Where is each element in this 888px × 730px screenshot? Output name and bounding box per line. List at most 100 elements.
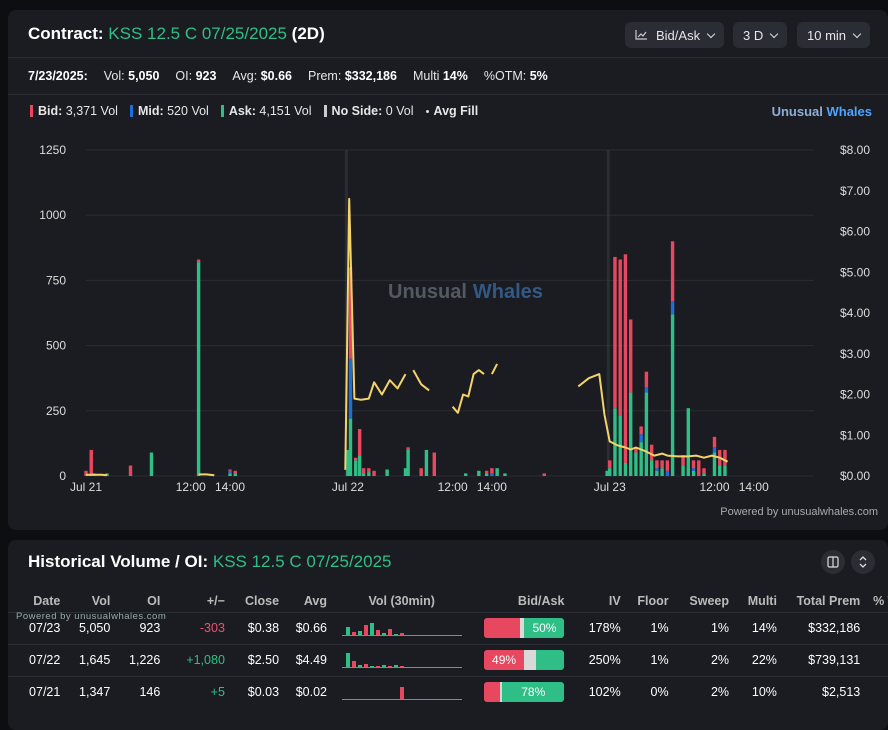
table-cell: -303 — [166, 612, 231, 644]
spark-bar — [346, 653, 350, 667]
stat-oi: OI: 923 — [175, 69, 216, 83]
avg-fill-line — [492, 364, 497, 374]
contract-name[interactable]: KSS 12.5 C 07/25/2025 — [108, 24, 287, 43]
bar-ask — [687, 408, 690, 476]
right-tick-label: $5.00 — [840, 265, 870, 279]
bar-bid — [613, 257, 616, 408]
table-cell: $0.02 — [285, 676, 333, 708]
table-cell: 2% — [675, 676, 735, 708]
bar-mid — [639, 434, 642, 442]
powered-by[interactable]: Powered by unusualwhales.com — [720, 506, 878, 518]
column-header[interactable]: Sweep — [675, 590, 735, 612]
table-cell: 1% — [627, 612, 675, 644]
legend-mid[interactable]: Mid: 520 Vol — [130, 104, 209, 118]
powered-by-table[interactable]: Powered by unusualwhales.com — [16, 611, 166, 622]
right-tick-label: $1.00 — [840, 428, 870, 442]
x-tick-label: 14:00 — [477, 480, 507, 494]
table-cell: +5 — [166, 676, 231, 708]
bar-bid — [692, 460, 695, 468]
stats-date: 7/23/2025: — [28, 69, 88, 83]
stat-prem: Prem: $332,186 — [308, 69, 397, 83]
column-header[interactable]: % To — [866, 590, 888, 612]
bar-mid — [671, 301, 674, 314]
bar-bid — [645, 372, 648, 388]
bar-bid — [354, 458, 357, 461]
bar-bid — [624, 254, 627, 463]
column-header[interactable]: Total Prem — [783, 590, 866, 612]
spark-bar — [370, 623, 374, 635]
bar-ask — [671, 314, 674, 476]
table-cell: 1 — [866, 676, 888, 708]
x-tick-label: Jul 22 — [332, 480, 364, 494]
legend-avgfill[interactable]: Avg Fill — [426, 104, 479, 118]
table-cell: +1,080 — [166, 644, 231, 676]
table-cell: $739,131 — [783, 644, 866, 676]
right-tick-label: $6.00 — [840, 225, 870, 239]
bar-ask — [406, 450, 409, 476]
legend-ask[interactable]: Ask: 4,151 Vol — [221, 104, 312, 118]
table-cell: $2,513 — [783, 676, 866, 708]
divider — [8, 57, 888, 58]
bar-ask — [702, 473, 705, 476]
bar-bid — [543, 473, 546, 476]
expand-icon[interactable] — [851, 550, 875, 574]
spark-bar — [370, 666, 374, 667]
history-card: Historical Volume / OI: KSS 12.5 C 07/25… — [8, 540, 888, 730]
bar-bid — [419, 468, 422, 476]
bar-bid — [650, 445, 653, 461]
bid-ask-bar: 49% — [470, 644, 570, 676]
bar-ask — [639, 442, 642, 476]
table-cell: 1,226 — [116, 644, 166, 676]
bar-bid — [197, 260, 200, 263]
column-header[interactable]: IV — [570, 590, 626, 612]
legend-bid[interactable]: Bid: 3,371 Vol — [30, 104, 118, 118]
avg-fill-line — [453, 370, 484, 413]
column-header[interactable]: Floor — [627, 590, 675, 612]
bar-ask — [645, 393, 648, 476]
bid-ask-ask — [536, 650, 565, 670]
vol-sparkline — [333, 644, 471, 676]
legend-noside[interactable]: No Side: 0 Vol — [324, 104, 414, 118]
chart-legend: Bid: 3,371 Vol Mid: 520 Vol Ask: 4,151 V… — [30, 104, 478, 118]
contract-title: Contract: KSS 12.5 C 07/25/2025 (2D) — [28, 24, 325, 44]
bar-mid — [349, 359, 352, 419]
bar-ask — [425, 450, 428, 476]
spark-bar — [352, 661, 356, 667]
column-header[interactable]: Vol (30min) — [333, 590, 471, 612]
column-header[interactable]: Bid/Ask — [470, 590, 570, 612]
export-icon[interactable] — [821, 550, 845, 574]
column-header[interactable]: Multi — [735, 590, 783, 612]
bar-bid — [702, 468, 705, 473]
table-cell: 07/22 — [8, 644, 66, 676]
column-header[interactable]: Avg — [285, 590, 333, 612]
bar-ask — [503, 473, 506, 476]
bid-ask-ask: 78% — [502, 682, 564, 702]
chart-type-dropdown[interactable]: Bid/Ask — [625, 22, 724, 48]
bar-ask — [197, 262, 200, 476]
bar-mid — [228, 471, 231, 474]
column-header[interactable]: Close — [231, 590, 285, 612]
bar-bid — [485, 471, 488, 474]
right-tick-label: $8.00 — [840, 143, 870, 157]
spark-bar — [376, 666, 380, 667]
range-dropdown[interactable]: 3 D — [733, 22, 787, 48]
column-header[interactable]: Date — [8, 590, 66, 612]
stat-otm: %OTM: 5% — [484, 69, 548, 83]
table-cell: 07/21 — [8, 676, 66, 708]
bar-bid — [406, 447, 409, 450]
bar-ask — [692, 471, 695, 476]
bar-ask — [629, 393, 632, 476]
bid-ask-mid — [524, 650, 536, 670]
bid-ask-bar: 78% — [470, 676, 570, 708]
bid-ask-bar: 50% — [470, 612, 570, 644]
interval-dropdown[interactable]: 10 min — [797, 22, 870, 48]
column-header[interactable]: +/− — [166, 590, 231, 612]
column-header[interactable]: Vol — [66, 590, 116, 612]
vol-sparkline — [333, 676, 471, 708]
x-tick-label: 12:00 — [438, 480, 468, 494]
column-header[interactable]: OI — [116, 590, 166, 612]
spark-bar — [382, 633, 386, 635]
